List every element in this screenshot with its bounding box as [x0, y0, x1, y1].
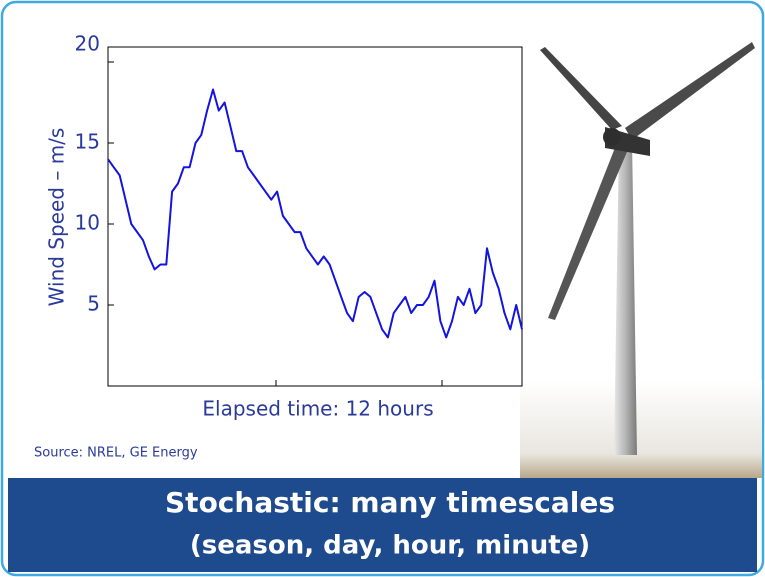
x-axis-label: Elapsed time: 12 hours	[202, 397, 433, 421]
banner-title: Stochastic: many timescales	[165, 486, 615, 519]
source: Source: NREL, GE Energy	[34, 446, 198, 461]
y-axis-label: Wind Speed – m/s	[45, 128, 69, 307]
ground	[520, 380, 762, 478]
y-tick-label: 15	[75, 130, 100, 154]
banner-subtitle: (season, day, hour, minute)	[190, 531, 590, 561]
y-tick-label: 10	[75, 211, 100, 235]
y-tick-label: 5	[87, 292, 100, 316]
y-tick-label: 20	[75, 32, 100, 56]
slide: Wind Speed – m/s Elapsed time: 12 hours …	[0, 0, 765, 577]
